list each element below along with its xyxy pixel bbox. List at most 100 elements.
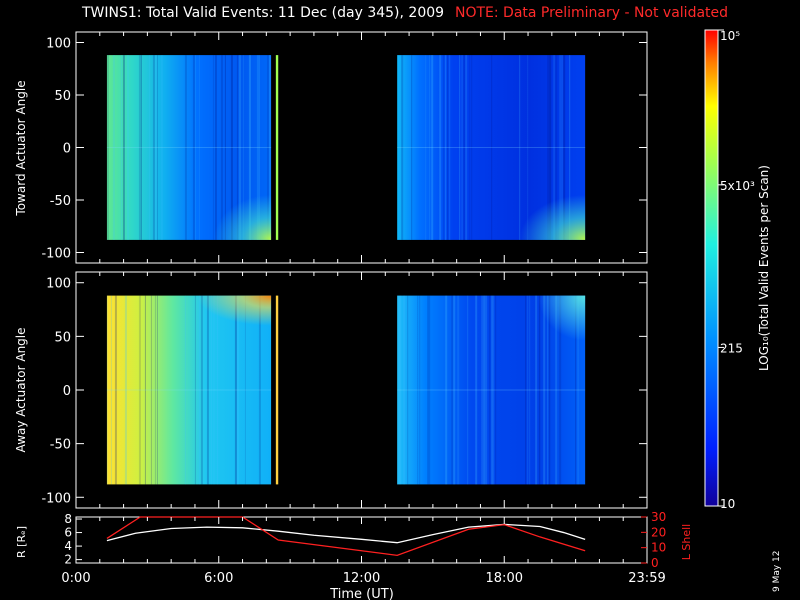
radius-line (106, 523, 586, 544)
away-stripe (210, 295, 212, 485)
away-stripe (397, 295, 400, 485)
away-stripe (234, 295, 237, 485)
away-stripe (417, 295, 419, 485)
toward-stripe (212, 55, 214, 240)
away-stripe (529, 295, 531, 485)
toward-data-block (275, 55, 279, 240)
away-stripe (527, 295, 529, 485)
toward-y-label: Toward Actuator Angle (14, 80, 28, 216)
toward-stripe (248, 55, 251, 240)
toward-stripe (447, 55, 449, 240)
toward-stripe (256, 55, 259, 240)
preliminary-note: NOTE: Data Preliminary - Not validated (455, 5, 729, 21)
away-stripe (114, 295, 117, 485)
away-y-axis: 100 50 0 -50 -100 (41, 272, 648, 508)
away-stripe (419, 295, 421, 485)
away-stripe (144, 295, 146, 485)
away-stripe (549, 295, 551, 485)
toward-stripe (449, 55, 451, 240)
colorbar-tick-label: 215 (720, 341, 743, 355)
colorbar-tick-label: 10 (720, 497, 735, 511)
lshell-axis-label: L Shell (680, 524, 693, 560)
away-stripe (138, 295, 141, 485)
away-stripe (258, 295, 261, 485)
lshell-tick-label: 10 (651, 541, 666, 555)
away-hotspot (197, 295, 272, 326)
away-stripe (457, 295, 460, 485)
away-stripe (212, 295, 215, 485)
away-stripe (445, 295, 448, 485)
toward-stripe (106, 55, 109, 240)
away-stripe (525, 295, 527, 485)
lshell-tick-label: 20 (651, 525, 666, 539)
toward-stripe (463, 55, 466, 240)
toward-stripe (471, 55, 473, 240)
toward-stripe (140, 55, 142, 240)
toward-stripe (555, 55, 558, 240)
away-stripe (154, 295, 156, 485)
toward-stripe (268, 55, 271, 240)
away-stripe (150, 295, 152, 485)
toward-stripe (184, 55, 187, 240)
away-stripe (156, 295, 158, 485)
toward-stripe (559, 55, 562, 240)
away-ytick-label: 50 (54, 330, 71, 345)
away-stripe (196, 295, 198, 485)
toward-stripe (138, 55, 141, 240)
away-stripe (489, 295, 491, 485)
toward-stripe (459, 55, 461, 240)
away-stripe (429, 295, 431, 485)
toward-stripe (425, 55, 427, 240)
radius-tick-label: 2 (64, 553, 72, 567)
away-stripe (403, 295, 406, 485)
toward-stripe (220, 55, 223, 240)
toward-stripe (236, 55, 238, 240)
away-stripe (483, 295, 486, 485)
away-stripe (575, 295, 577, 485)
away-stripe (216, 295, 218, 485)
toward-stripe (198, 55, 200, 240)
lshell-line (106, 516, 586, 556)
lshell-tick-label: 30 (651, 510, 666, 524)
away-stripe (244, 295, 246, 485)
toward-stripe (152, 55, 155, 240)
toward-stripe (445, 55, 447, 240)
away-stripe (194, 295, 196, 485)
away-stripe (539, 295, 541, 485)
toward-stripe (465, 55, 468, 240)
away-stripe (485, 295, 488, 485)
away-data-block (275, 295, 279, 485)
away-ytick-label: 0 (63, 384, 71, 399)
toward-ytick-label: -100 (41, 247, 71, 262)
radius-tick-label: 6 (64, 526, 72, 540)
toward-stripe (527, 55, 529, 240)
toward-stripe (112, 55, 115, 240)
away-hotspot (538, 295, 586, 341)
away-stripe (451, 295, 454, 485)
toward-stripe (230, 55, 233, 240)
toward-stripe (429, 55, 431, 240)
lshell-tick-label: 0 (651, 556, 659, 570)
away-stripe (491, 295, 494, 485)
toward-stripe (266, 55, 269, 240)
colorbar: 10⁵ 5x10³ 215 10 LOG₁₀(Total Valid Events p… (704, 29, 771, 511)
toward-ytick-label: -50 (50, 194, 71, 209)
away-stripe (399, 295, 402, 485)
radius-tick-label: 4 (64, 539, 72, 553)
toward-stripe (549, 55, 552, 240)
toward-stripe (491, 55, 493, 240)
toward-stripe (561, 55, 564, 240)
toward-hotspot (519, 194, 586, 240)
x-tick-label: 0:00 (61, 571, 90, 586)
toward-stripe (258, 55, 260, 240)
toward-stripe (238, 55, 241, 240)
toward-ytick-label: 0 (63, 142, 71, 157)
away-ytick-label: 100 (46, 277, 71, 292)
toward-stripe (120, 55, 122, 240)
toward-hotspot (213, 194, 272, 240)
toward-stripe (431, 55, 434, 240)
away-stripe (184, 295, 186, 485)
colorbar-ticks: 10⁵ 5x10³ 215 10 (718, 29, 755, 511)
